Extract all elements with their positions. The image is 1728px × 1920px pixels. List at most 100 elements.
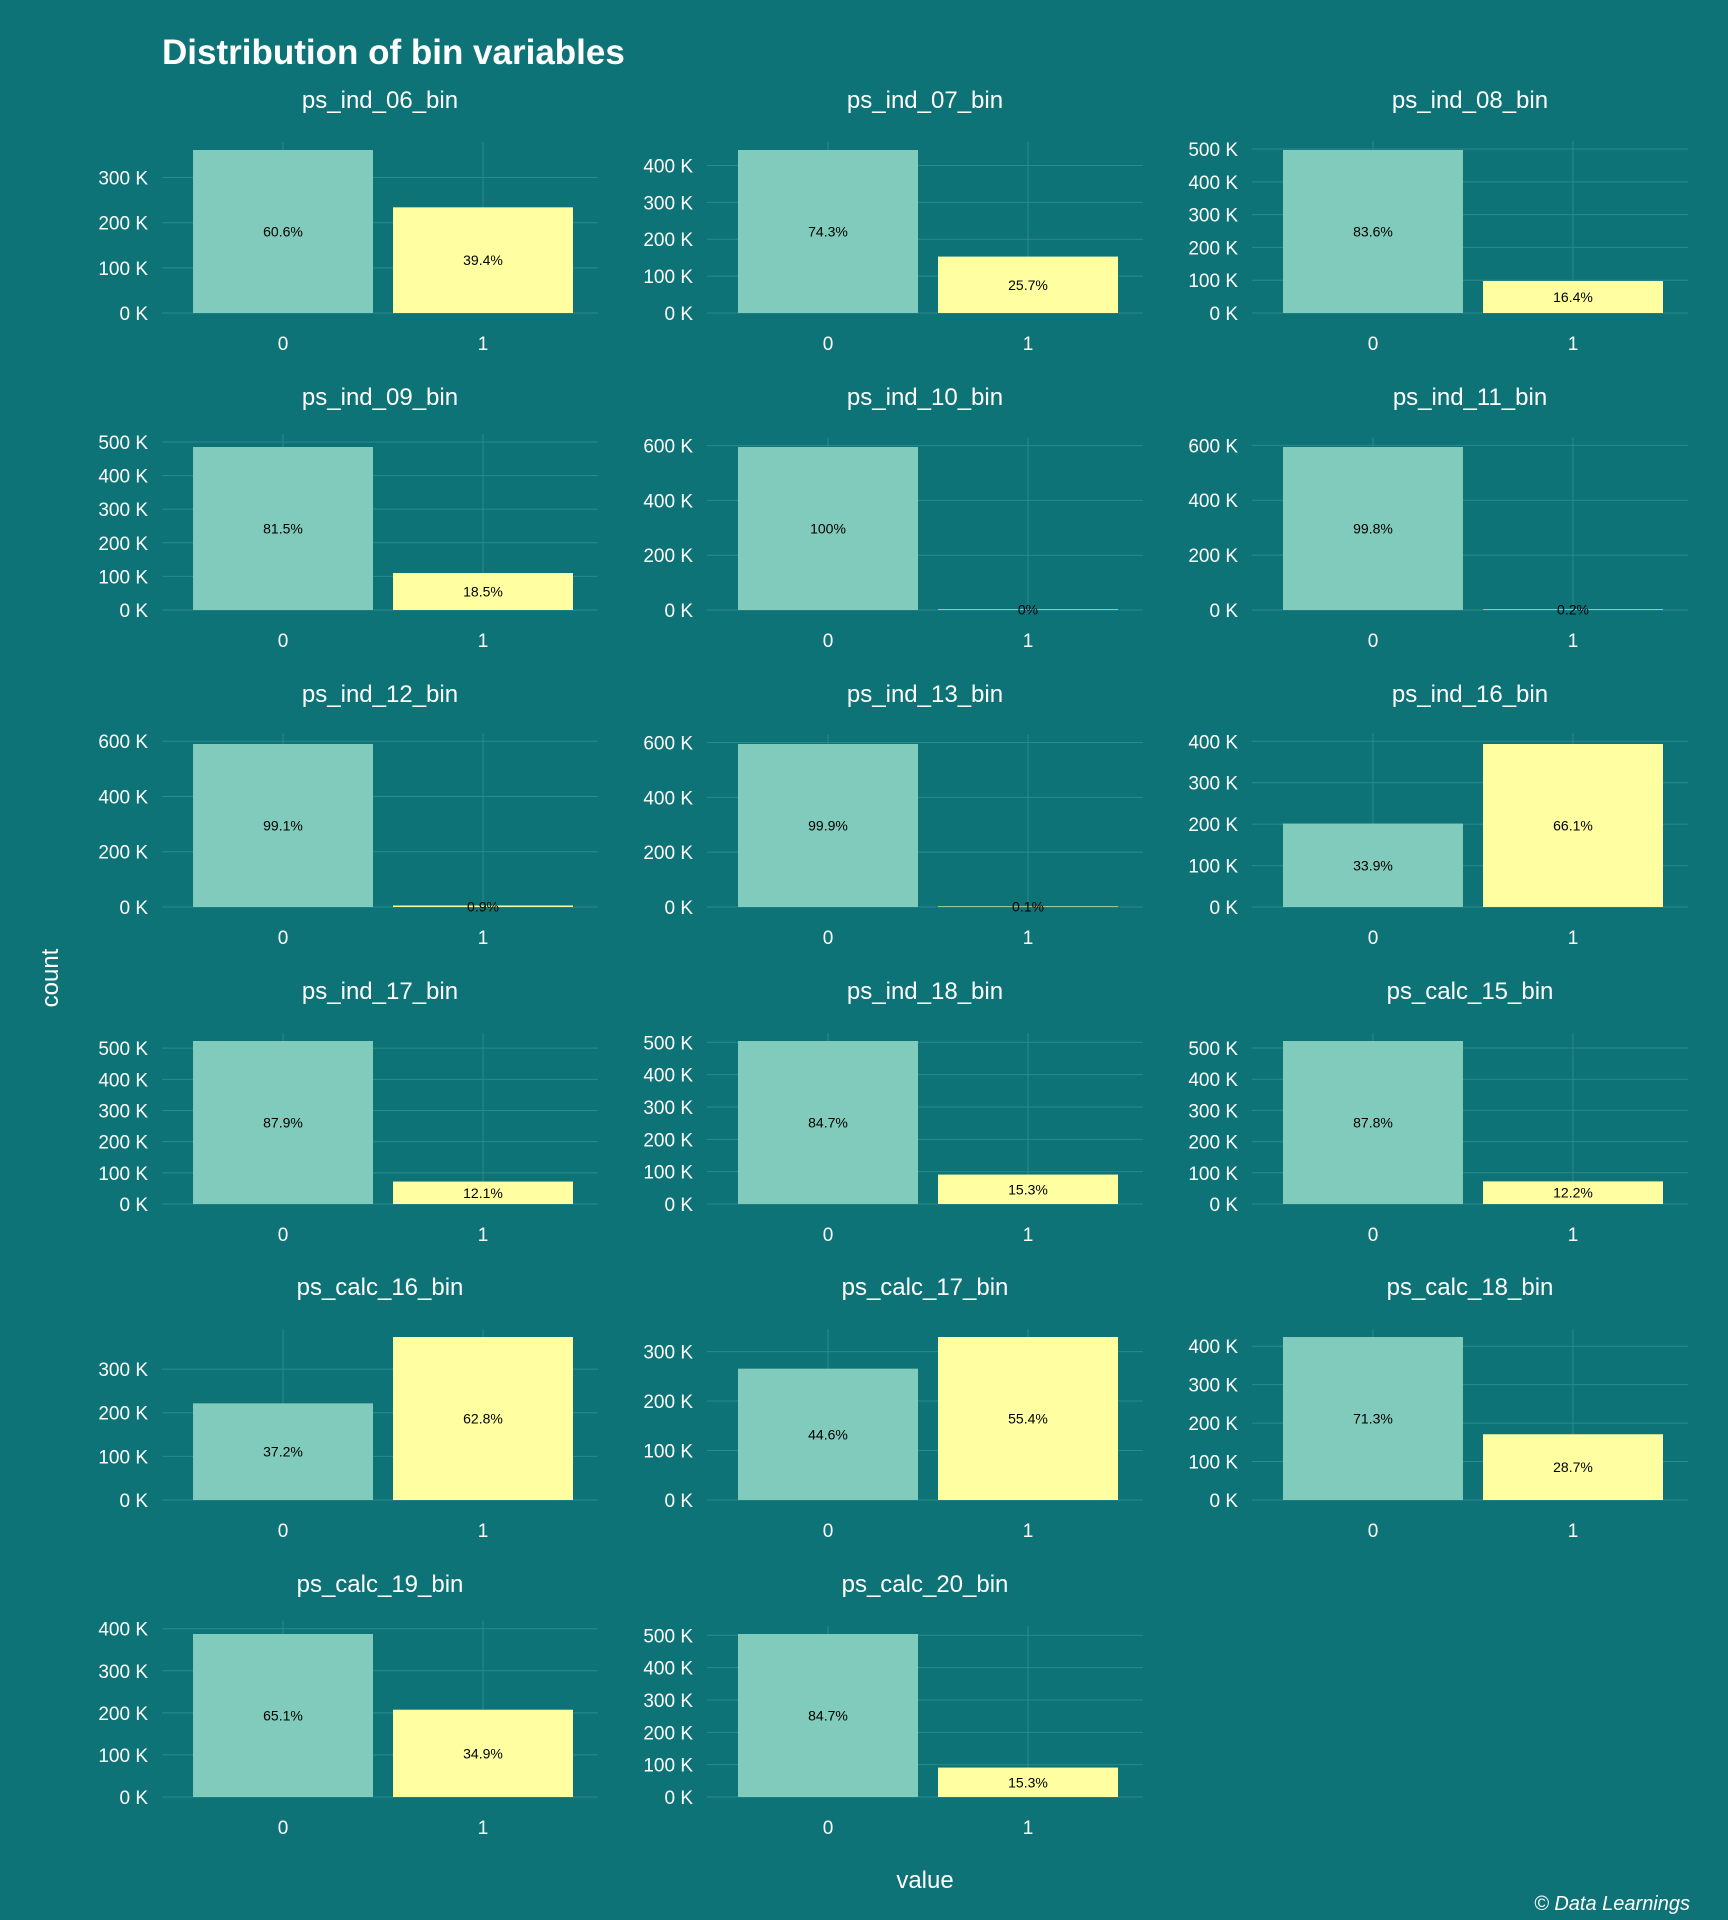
facet-title: ps_ind_07_bin [847, 87, 1003, 114]
x-tick-label: 0 [1368, 631, 1379, 652]
facet-panel: ps_ind_13_bin 0 K 200 K 400 K 600 K 99.9% 0 0.1… [643, 681, 1143, 949]
y-tick-label: 500 K [98, 1039, 148, 1060]
x-tick-label: 0 [1368, 928, 1379, 949]
data-label: 74.3% [808, 224, 848, 240]
bar [393, 1337, 573, 1500]
bar [938, 1337, 1118, 1500]
x-tick-label: 1 [1023, 631, 1034, 652]
y-tick-label: 200 K [1188, 238, 1238, 259]
y-tick-label: 300 K [1188, 1101, 1238, 1122]
chart-title: Distribution of bin variables [162, 33, 625, 72]
x-tick-label: 0 [823, 928, 834, 949]
y-tick-label: 500 K [98, 433, 148, 454]
data-label: 62.8% [463, 1411, 503, 1427]
y-tick-label: 0 K [664, 601, 693, 622]
y-tick-label: 300 K [1188, 774, 1238, 795]
data-label: 39.4% [463, 252, 503, 268]
data-label: 34.9% [463, 1745, 503, 1761]
y-tick-label: 200 K [1188, 546, 1238, 567]
data-label: 0.2% [1557, 602, 1589, 618]
data-label: 16.4% [1553, 289, 1593, 305]
y-tick-label: 100 K [98, 1746, 148, 1767]
facet-panel: ps_ind_10_bin 0 K 200 K 400 K 600 K 100% 0 0% 1 [643, 384, 1143, 652]
x-tick-label: 1 [1023, 1225, 1034, 1246]
bar [193, 447, 373, 610]
data-label: 84.7% [808, 1708, 848, 1724]
bar [1483, 609, 1663, 610]
bar [1483, 744, 1663, 907]
bar [393, 1181, 573, 1204]
y-tick-label: 0 K [119, 898, 148, 919]
data-label: 99.9% [808, 818, 848, 834]
y-tick-label: 200 K [643, 546, 693, 567]
x-tick-label: 1 [1568, 1521, 1579, 1542]
bar [938, 256, 1118, 313]
bar [738, 744, 918, 907]
facet-panel: ps_ind_08_bin 0 K 100 K 200 K 300 K 400 K 500 … [1188, 87, 1688, 355]
facet-title: ps_ind_17_bin [302, 978, 458, 1005]
y-tick-label: 600 K [643, 437, 693, 458]
data-label: 99.1% [263, 818, 303, 834]
x-tick-label: 1 [1023, 1818, 1034, 1839]
x-tick-label: 1 [478, 1818, 489, 1839]
y-tick-label: 300 K [98, 1662, 148, 1683]
x-tick-label: 1 [1023, 1521, 1034, 1542]
y-tick-label: 200 K [1188, 815, 1238, 836]
y-tick-label: 400 K [643, 491, 693, 512]
x-tick-label: 0 [823, 1225, 834, 1246]
y-tick-label: 0 K [664, 898, 693, 919]
data-label: 28.7% [1553, 1459, 1593, 1475]
y-tick-label: 200 K [643, 1723, 693, 1744]
x-tick-label: 0 [823, 1818, 834, 1839]
y-tick-label: 100 K [1188, 857, 1238, 878]
bar [738, 1041, 918, 1204]
y-tick-label: 300 K [98, 169, 148, 190]
bar [1283, 150, 1463, 313]
y-tick-label: 0 K [119, 1788, 148, 1809]
y-tick-label: 0 K [119, 304, 148, 325]
facet-panel: ps_calc_17_bin 0 K 100 K 200 K 300 K 44.6% 0 55… [643, 1274, 1143, 1542]
x-tick-label: 1 [478, 631, 489, 652]
data-label: 83.6% [1353, 224, 1393, 240]
y-tick-label: 400 K [1188, 491, 1238, 512]
bar [938, 1174, 1118, 1204]
bar [393, 573, 573, 610]
bar [393, 905, 573, 907]
y-tick-label: 400 K [643, 788, 693, 809]
y-tick-label: 100 K [643, 1442, 693, 1463]
data-label: 33.9% [1353, 857, 1393, 873]
data-label: 65.1% [263, 1708, 303, 1724]
x-tick-label: 0 [1368, 1521, 1379, 1542]
bar [738, 1634, 918, 1797]
x-tick-label: 1 [1568, 631, 1579, 652]
y-tick-label: 400 K [1188, 173, 1238, 194]
facet-panel: ps_ind_06_bin 0 K 100 K 200 K 300 K 60.6% 0 39.… [98, 87, 598, 355]
y-tick-label: 300 K [643, 193, 693, 214]
bar [1283, 447, 1463, 610]
x-tick-label: 1 [1568, 334, 1579, 355]
y-tick-label: 100 K [643, 1756, 693, 1777]
data-label: 100% [810, 521, 846, 537]
data-label: 60.6% [263, 224, 303, 240]
y-tick-label: 200 K [643, 843, 693, 864]
y-tick-label: 0 K [119, 1195, 148, 1216]
y-tick-label: 200 K [643, 230, 693, 251]
x-tick-label: 0 [278, 1818, 289, 1839]
y-tick-label: 300 K [98, 1102, 148, 1123]
bar [738, 150, 918, 313]
facet-panel: ps_calc_20_bin 0 K 100 K 200 K 300 K 400 K 500… [643, 1571, 1143, 1839]
x-tick-label: 1 [1568, 1225, 1579, 1246]
y-tick-label: 400 K [98, 1070, 148, 1091]
facet-title: ps_ind_18_bin [847, 978, 1003, 1005]
data-label: 55.4% [1008, 1411, 1048, 1427]
y-tick-label: 400 K [1188, 732, 1238, 753]
y-tick-label: 300 K [643, 1691, 693, 1712]
y-tick-label: 300 K [1188, 1376, 1238, 1397]
facet-panel: ps_calc_15_bin 0 K 100 K 200 K 300 K 400 K 500… [1188, 978, 1688, 1246]
y-tick-label: 0 K [1209, 601, 1238, 622]
facet-panel: ps_calc_18_bin 0 K 100 K 200 K 300 K 400 K 71.… [1188, 1274, 1688, 1542]
bar [1283, 823, 1463, 907]
data-label: 0% [1018, 602, 1038, 618]
y-tick-label: 400 K [643, 1066, 693, 1087]
data-label: 12.2% [1553, 1185, 1593, 1201]
